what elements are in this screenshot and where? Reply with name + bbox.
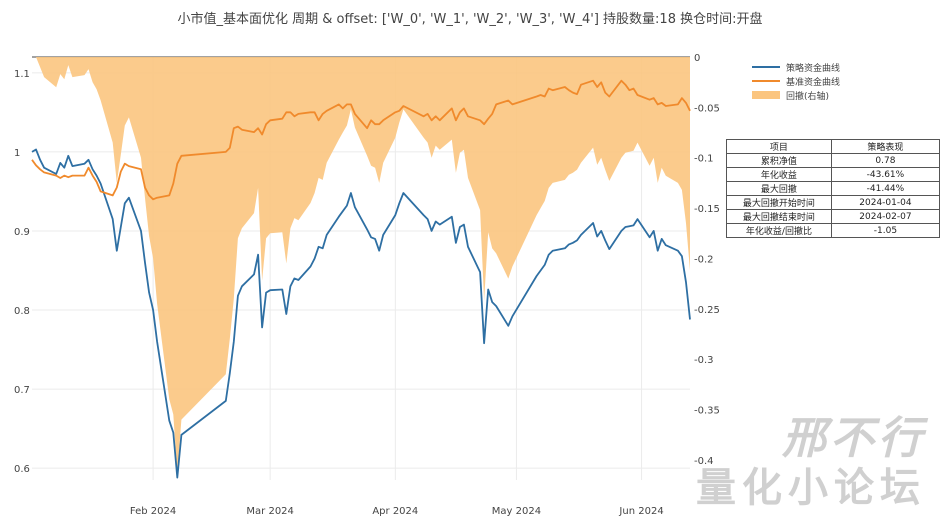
right-axis-tick-label: -0.2 bbox=[694, 254, 714, 265]
right-axis-tick-label: -0.1 bbox=[694, 154, 714, 165]
left-axis-tick-label: 1.1 bbox=[14, 69, 30, 80]
stats-header-item: 项目 bbox=[726, 139, 832, 154]
right-axis-tick-label: -0.25 bbox=[694, 305, 720, 316]
legend-label-benchmark: 基准资金曲线 bbox=[786, 77, 841, 88]
stats-value: -43.61% bbox=[830, 167, 940, 182]
benchmark-equity-line[interactable] bbox=[31, 79, 691, 201]
stats-row: 最大回撤 -41.44% bbox=[726, 181, 940, 196]
legend-item-strategy[interactable]: 策略资金曲线 bbox=[752, 60, 840, 74]
stats-value: 2024-02-07 bbox=[830, 209, 940, 224]
stats-label: 最大回撤结束时间 bbox=[726, 209, 832, 224]
left-axis-tick-label: 0.7 bbox=[14, 385, 30, 396]
right-axis-tick-label: -0.15 bbox=[694, 204, 720, 215]
stats-row: 年化收益 -43.61% bbox=[726, 167, 940, 182]
legend-swatch-benchmark bbox=[752, 80, 780, 82]
stats-table: 项目 策略表现 累积净值 0.78 年化收益 -43.61% 最大回撤 -41.… bbox=[726, 139, 940, 238]
watermark-line2: 量化小论坛 bbox=[696, 464, 926, 511]
legend-swatch-strategy bbox=[752, 66, 780, 68]
stats-value: 2024-01-04 bbox=[830, 195, 940, 210]
x-axis-tick-label: May 2024 bbox=[492, 506, 541, 517]
chart-title: 小市值_基本面优化 周期 & offset: ['W_0', 'W_1', 'W… bbox=[177, 12, 763, 27]
x-axis-tick-label: Apr 2024 bbox=[372, 506, 418, 517]
stats-label: 最大回撤开始时间 bbox=[726, 195, 832, 210]
stats-row: 年化收益/回撤比 -1.05 bbox=[726, 223, 940, 238]
stats-row: 累积净值 0.78 bbox=[726, 153, 940, 168]
equity-lines-layer[interactable] bbox=[31, 79, 691, 479]
legend-item-drawdown[interactable]: 回撤(右轴) bbox=[752, 88, 840, 102]
stats-header-row: 项目 策略表现 bbox=[726, 139, 940, 154]
watermark-line1: 邢不行 bbox=[782, 413, 926, 464]
legend-label-drawdown: 回撤(右轴) bbox=[786, 91, 830, 102]
stats-label: 年化收益/回撤比 bbox=[726, 223, 832, 238]
left-axis-tick-label: 0.6 bbox=[14, 464, 30, 475]
stats-row: 最大回撤结束时间 2024-02-07 bbox=[726, 209, 940, 224]
legend-swatch-drawdown bbox=[752, 91, 780, 99]
stats-header-value: 策略表现 bbox=[830, 139, 940, 154]
x-axis-tick-label: Jun 2024 bbox=[618, 506, 663, 517]
x-axis-tick-label: Mar 2024 bbox=[246, 506, 294, 517]
stats-row: 最大回撤开始时间 2024-01-04 bbox=[726, 195, 940, 210]
x-axis-tick-label: Feb 2024 bbox=[130, 506, 176, 517]
strategy-equity-line[interactable] bbox=[31, 148, 691, 479]
stats-value: 0.78 bbox=[830, 153, 940, 168]
right-axis-tick-label: -0.35 bbox=[694, 406, 720, 417]
drawdown-area-layer bbox=[32, 57, 690, 474]
right-axis-tick-label: -0.3 bbox=[694, 355, 714, 366]
right-axis-ticks: 0 -0.05 -0.1 -0.15 -0.2 -0.25 -0.3 -0.35 -0.4 bbox=[694, 53, 720, 467]
stats-value: -41.44% bbox=[830, 181, 940, 196]
legend[interactable]: 策略资金曲线 基准资金曲线 回撤(右轴) bbox=[752, 60, 840, 102]
left-axis-tick-label: 1 bbox=[14, 148, 20, 159]
stats-label: 累积净值 bbox=[726, 153, 832, 168]
stats-label: 最大回撤 bbox=[726, 181, 832, 196]
left-axis-ticks: 0.6 0.7 0.8 0.9 1 1.1 bbox=[14, 69, 30, 475]
stats-value: -1.05 bbox=[830, 223, 940, 238]
left-axis-tick-label: 0.8 bbox=[14, 306, 30, 317]
legend-item-benchmark[interactable]: 基准资金曲线 bbox=[752, 74, 840, 88]
x-axis-ticks: Feb 2024 Mar 2024 Apr 2024 May 2024 Jun 2024 bbox=[130, 506, 664, 517]
stats-label: 年化收益 bbox=[726, 167, 832, 182]
right-axis-tick-label: -0.4 bbox=[694, 456, 714, 467]
watermark: 邢不行 量化小论坛 bbox=[696, 413, 926, 511]
right-axis-tick-label: 0 bbox=[694, 53, 700, 64]
left-axis-tick-label: 0.9 bbox=[14, 227, 30, 238]
legend-label-strategy: 策略资金曲线 bbox=[786, 63, 841, 74]
drawdown-area bbox=[32, 57, 690, 474]
right-axis-tick-label: -0.05 bbox=[694, 103, 720, 114]
